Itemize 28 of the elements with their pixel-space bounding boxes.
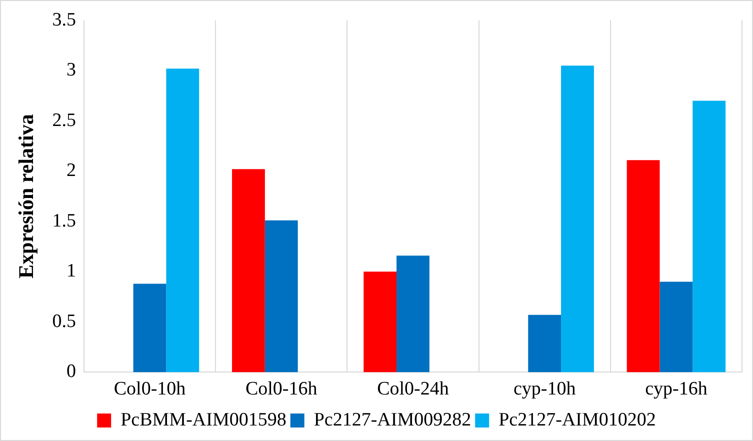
- x-tick-label: Col0-16h: [245, 378, 318, 400]
- bar: [396, 256, 430, 372]
- bar: [561, 66, 594, 372]
- bar: [660, 282, 693, 372]
- x-tick-label: cyp-10h: [513, 378, 576, 400]
- y-tick-label: 1: [66, 260, 76, 282]
- x-tick-label: cyp-16h: [645, 378, 708, 400]
- y-tick-label: 0: [66, 361, 76, 382]
- bar: [264, 220, 298, 372]
- y-axis-title: Expresión relativa: [14, 114, 38, 278]
- y-tick-label: 3.5: [52, 9, 76, 30]
- y-tick-label: 3: [66, 60, 76, 81]
- legend-label: PcBMM-AIM001598: [120, 409, 286, 430]
- y-tick-label: 2.5: [52, 110, 76, 131]
- x-tick-label: Col0-10h: [114, 378, 186, 400]
- y-tick-label: 0.5: [52, 310, 76, 332]
- bar: [166, 68, 200, 372]
- bar: [364, 272, 397, 372]
- y-tick-label: 1.5: [52, 210, 76, 232]
- legend-label: Pc2127-AIM009282: [314, 409, 472, 430]
- bar: [626, 160, 660, 372]
- bar: [133, 284, 166, 372]
- x-tick-label: Col0-24h: [377, 378, 450, 400]
- bar: [232, 169, 265, 372]
- bar: [528, 314, 562, 372]
- legend-label: Pc2127-AIM010202: [498, 409, 656, 430]
- y-tick-label: 2: [66, 160, 76, 182]
- bar: [692, 100, 726, 372]
